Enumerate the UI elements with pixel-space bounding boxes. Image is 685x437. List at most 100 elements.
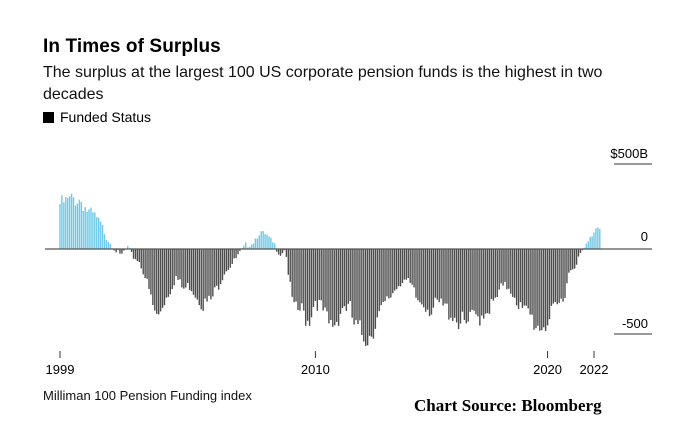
bar-negative [239,249,241,251]
bar-negative [210,249,212,300]
bar-negative [208,249,210,296]
bar-negative [506,249,508,290]
bar-negative [279,249,282,256]
bar-negative [508,249,510,289]
bar-negative [504,249,506,282]
bar-negative [394,249,396,291]
bar-negative [171,249,173,290]
bar-negative [159,249,162,312]
bar-negative [287,249,289,275]
bar-negative [142,249,144,275]
bar-positive [72,197,75,249]
bar-negative [136,249,139,262]
bar-negative [132,249,135,259]
bar-positive [254,238,257,249]
bar-negative [386,249,388,297]
bar-positive [86,211,88,249]
bar-negative [428,249,431,317]
bar-negative [351,249,353,318]
bar-negative [202,249,204,311]
bar-negative [442,249,444,306]
bar-negative [113,249,115,251]
bar-negative [374,249,377,329]
bar-positive [248,246,251,249]
bar-negative [366,249,369,346]
bar-negative [430,249,433,315]
bar-positive [589,237,591,249]
bar-negative [206,249,208,302]
bar-negative [415,249,417,298]
bar-negative [436,249,438,300]
bar-positive [262,231,264,249]
bar-negative [119,249,121,254]
bar-negative [345,249,348,311]
bar-negative [426,249,429,310]
bar-negative [144,249,146,278]
bar-negative [413,249,415,288]
bar-negative [492,249,495,301]
bar-negative [349,249,351,302]
bar-negative [467,249,469,322]
bar-negative [194,249,197,298]
bar-negative [552,249,555,304]
bar-positive [88,209,90,249]
bar-negative [479,249,481,326]
bar-negative [399,249,402,287]
bar-positive [585,243,587,249]
bar-negative [148,249,150,290]
bar-negative [409,249,411,283]
bar-negative [496,249,498,297]
bar-negative [446,249,448,304]
bar-negative [461,249,464,312]
y-tick-label: -500 [622,316,648,331]
bar-negative [486,249,489,314]
bar-positive [266,234,268,249]
bar-negative [388,249,390,299]
bar-negative [283,249,286,251]
bar-negative [469,249,471,312]
bar-negative [324,249,326,308]
bar-negative [154,249,156,311]
bar-positive [258,235,260,249]
bar-negative [295,249,297,302]
bar-negative [185,249,187,288]
bar-negative [353,249,355,325]
bar-negative [198,249,200,306]
bar-negative [196,249,199,300]
bar-positive [70,193,73,249]
bar-negative [566,249,568,284]
bar-negative [564,249,566,298]
bar-positive [243,245,245,249]
bar-negative [188,249,191,290]
bar-negative [407,249,409,279]
bar-negative [316,249,319,311]
bar-negative [370,249,373,337]
bar-negative [310,249,313,318]
bar-negative [291,249,293,297]
bar-negative [401,249,404,283]
bar-positive [583,247,586,249]
bar-positive [105,240,108,249]
bar-negative [397,249,400,287]
bar-negative [421,249,423,305]
bar-positive [76,203,79,249]
bar-negative [229,249,231,268]
legend-label: Funded Status [60,109,152,125]
bar-negative [223,249,226,275]
bar-negative [334,249,336,326]
bar-positive [98,217,100,249]
bar-negative [405,249,408,280]
bar-negative [523,249,526,306]
bar-negative [216,249,218,286]
bar-negative [163,249,166,306]
bar-negative [527,249,529,309]
bar-negative [134,249,137,260]
bar-positive [63,202,65,249]
bar-negative [463,249,466,320]
bar-negative [459,249,462,324]
bar-negative [556,249,558,305]
bar-negative [326,249,328,312]
bar-negative [579,249,582,253]
x-tick-label: 2020 [533,362,562,377]
x-tick-label: 2022 [580,362,609,377]
